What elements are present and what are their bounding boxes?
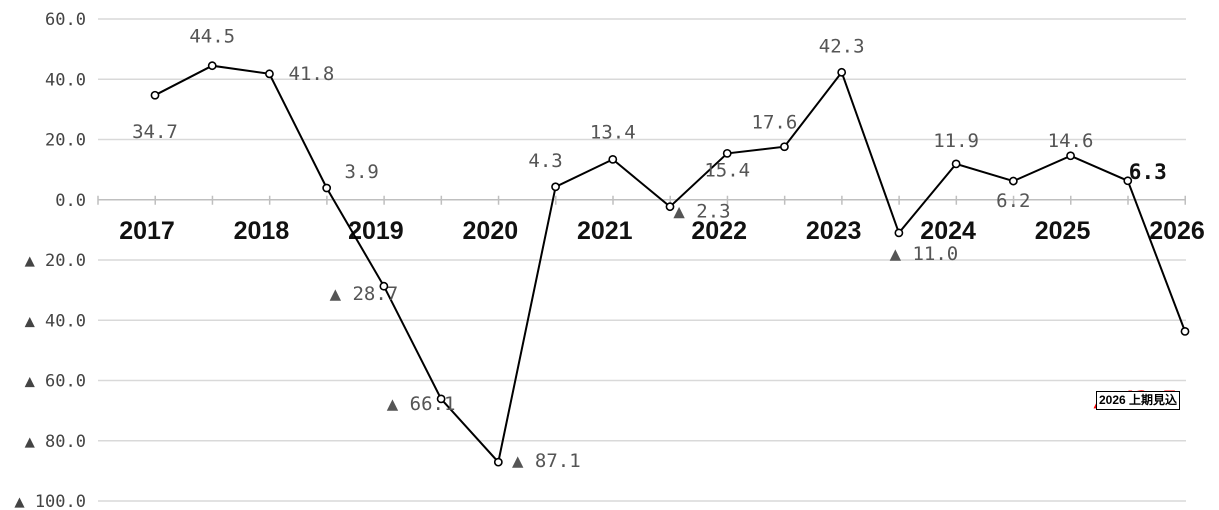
data-label: 6.2 bbox=[996, 190, 1030, 212]
data-point bbox=[150, 90, 160, 100]
data-label: 11.9 bbox=[933, 130, 979, 152]
data-label: ▲ 2.3 bbox=[673, 201, 730, 223]
data-point bbox=[379, 281, 389, 291]
y-tick-label: ▲ 80.0 bbox=[25, 432, 86, 452]
y-tick-label: ▲ 20.0 bbox=[25, 251, 86, 271]
x-tick-label: 2020 bbox=[463, 217, 519, 245]
x-tick-label: 2023 bbox=[806, 217, 862, 245]
y-tick-label: ▲ 100.0 bbox=[14, 492, 86, 510]
data-label: ▲ 66.1 bbox=[387, 393, 456, 415]
data-point bbox=[322, 183, 332, 193]
x-tick-label: 2021 bbox=[577, 217, 633, 245]
x-tick-label: 2018 bbox=[234, 217, 290, 245]
data-point bbox=[665, 202, 675, 212]
y-tick-label: 0.0 bbox=[55, 191, 86, 211]
data-point bbox=[1066, 151, 1075, 161]
data-point bbox=[894, 228, 904, 238]
data-label: 4.3 bbox=[528, 150, 562, 172]
series-line bbox=[154, 64, 1186, 465]
forecast-note: 2026 上期見込 bbox=[1096, 391, 1181, 410]
data-label: 41.8 bbox=[289, 63, 335, 85]
x-axis bbox=[97, 195, 1186, 205]
x-tick-label: 2022 bbox=[691, 217, 747, 245]
gridlines bbox=[98, 18, 1186, 502]
y-axis-ticks: 60.0 40.0 20.0 0.0 ▲ 20.0 ▲ 40.0 ▲ 60.0 ▲ 80.0 ▲… bbox=[14, 10, 86, 510]
data-label: 34.7 bbox=[132, 121, 178, 143]
data-label: ▲ 28.7 bbox=[330, 283, 399, 305]
data-point bbox=[493, 457, 503, 467]
data-label: ▲ 87.1 bbox=[512, 450, 581, 472]
data-point bbox=[1180, 326, 1190, 336]
x-tick-label: 2026 bbox=[1149, 217, 1205, 245]
series-line-path bbox=[154, 64, 1186, 465]
data-label: 44.5 bbox=[189, 26, 235, 48]
y-tick-label: 20.0 bbox=[45, 131, 86, 151]
data-point bbox=[265, 69, 274, 79]
data-point bbox=[951, 159, 961, 169]
data-label: 3.9 bbox=[345, 161, 379, 183]
y-tick-label: 60.0 bbox=[45, 10, 86, 30]
data-label: 17.6 bbox=[752, 112, 798, 134]
y-tick-label: ▲ 60.0 bbox=[25, 372, 86, 392]
data-point bbox=[436, 394, 446, 404]
data-label: 13.4 bbox=[590, 121, 636, 143]
data-point bbox=[837, 67, 847, 77]
data-label: 14.6 bbox=[1048, 130, 1094, 152]
x-tick-label: 2025 bbox=[1035, 217, 1091, 245]
data-label: 15.4 bbox=[704, 159, 750, 181]
y-tick-label: ▲ 40.0 bbox=[25, 311, 86, 331]
x-axis-year-labels: 2017 2018 2019 2020 2021 2022 2023 2024 2025 2026 bbox=[119, 217, 1205, 245]
data-point bbox=[551, 182, 560, 192]
y-tick-label: 40.0 bbox=[45, 70, 86, 90]
x-tick-label: 2017 bbox=[119, 217, 175, 245]
data-point bbox=[608, 154, 618, 164]
data-point bbox=[780, 142, 789, 152]
x-tick-label: 2024 bbox=[920, 217, 976, 245]
data-point bbox=[1123, 176, 1133, 186]
data-point bbox=[722, 148, 732, 158]
data-point bbox=[1008, 176, 1018, 186]
data-point bbox=[207, 61, 217, 71]
data-label: ▲ 11.0 bbox=[890, 243, 959, 265]
data-label: 6.3 bbox=[1129, 160, 1167, 184]
series-points bbox=[150, 61, 1190, 467]
data-labels: 34.7 44.5 41.8 3.9 ▲ 28.7 ▲ 66.1 ▲ 87.1 4.3 13.4… bbox=[132, 26, 1176, 472]
data-label: 42.3 bbox=[819, 35, 865, 57]
